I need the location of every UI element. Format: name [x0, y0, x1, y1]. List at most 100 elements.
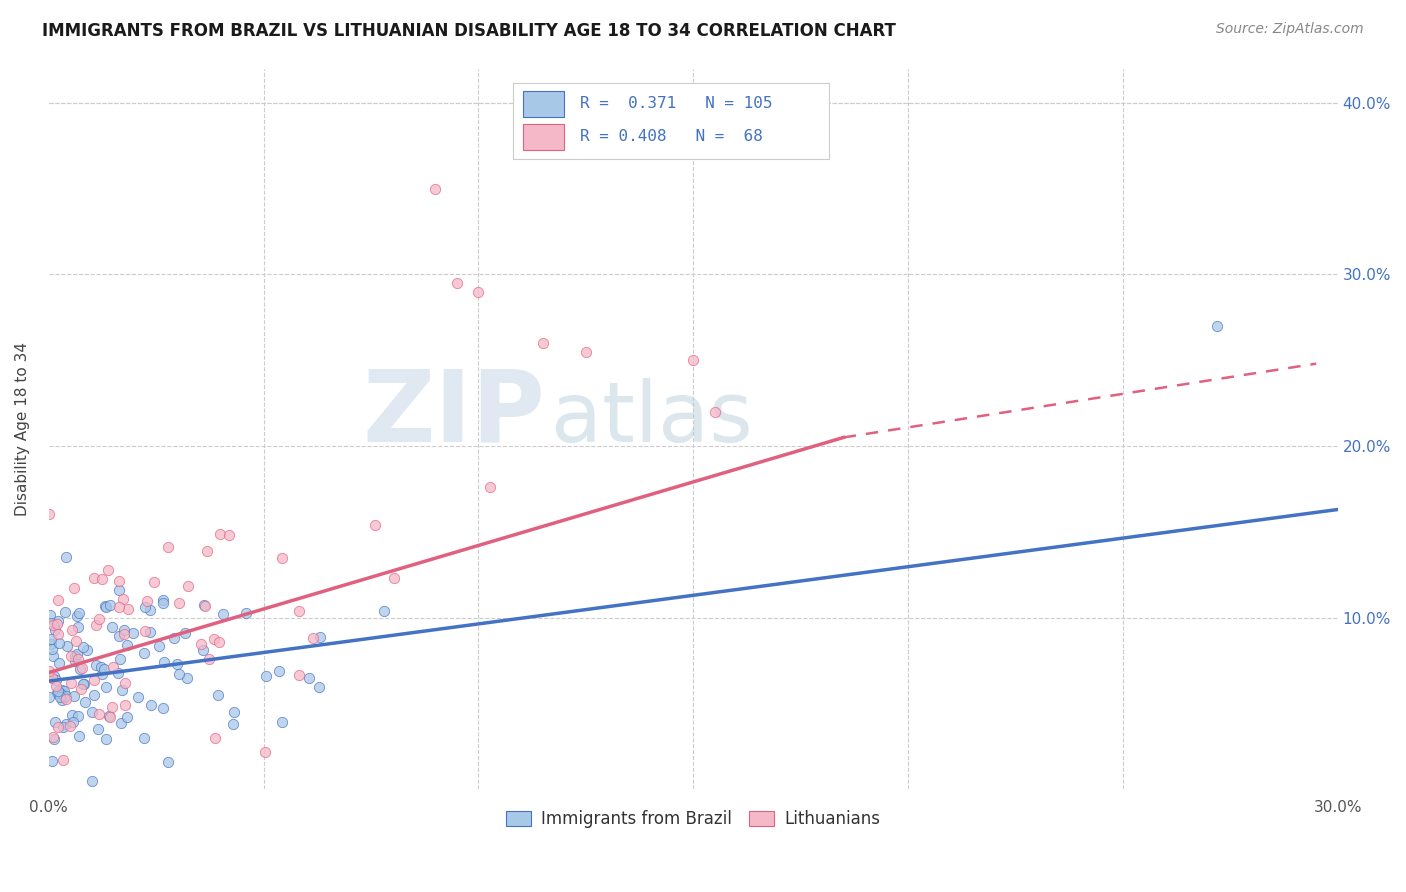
Point	[111, 683, 134, 698]
Point	[86, 617, 108, 632]
Point	[132, 731, 155, 745]
Point	[191, 642, 214, 657]
Point	[98, 708, 121, 723]
Text: R = 0.408   N =  68: R = 0.408 N = 68	[579, 129, 762, 145]
Point	[70, 661, 93, 675]
Point	[148, 639, 170, 653]
Point	[48, 626, 70, 640]
Point	[55, 691, 77, 706]
Bar	[523, 91, 564, 117]
Point	[51, 693, 73, 707]
Point	[152, 593, 174, 607]
Point	[139, 698, 162, 713]
Point	[382, 571, 405, 585]
Point	[73, 695, 96, 709]
Point	[39, 607, 62, 622]
Point	[202, 632, 225, 647]
Point	[62, 714, 84, 729]
FancyBboxPatch shape	[513, 83, 828, 159]
Point	[66, 652, 89, 666]
Point	[90, 660, 112, 674]
Point	[66, 620, 89, 634]
Point	[193, 598, 215, 612]
Point	[134, 600, 156, 615]
Point	[143, 574, 166, 589]
Point	[287, 668, 309, 682]
Point	[44, 623, 66, 637]
Point	[84, 657, 107, 672]
Point	[195, 543, 218, 558]
Point	[111, 592, 134, 607]
Point	[167, 596, 190, 610]
Point	[90, 667, 112, 681]
Point	[235, 606, 257, 620]
Point	[682, 353, 704, 368]
Point	[114, 698, 136, 712]
Point	[41, 642, 63, 657]
Text: IMMIGRANTS FROM BRAZIL VS LITHUANIAN DISABILITY AGE 18 TO 34 CORRELATION CHART: IMMIGRANTS FROM BRAZIL VS LITHUANIAN DIS…	[42, 22, 896, 40]
Point	[53, 605, 76, 619]
Point	[82, 773, 104, 788]
Point	[67, 729, 90, 743]
Point	[87, 722, 110, 736]
Point	[83, 673, 105, 687]
Point	[1206, 318, 1229, 333]
Point	[45, 679, 67, 693]
Point	[63, 582, 86, 596]
Point	[46, 720, 69, 734]
Text: Source: ZipAtlas.com: Source: ZipAtlas.com	[1216, 22, 1364, 37]
Point	[42, 618, 65, 632]
Point	[46, 592, 69, 607]
Point	[101, 700, 124, 714]
Point	[60, 708, 83, 723]
Point	[55, 717, 77, 731]
Point	[212, 607, 235, 621]
Point	[49, 686, 72, 700]
Point	[176, 671, 198, 685]
Point	[467, 285, 489, 299]
Point	[41, 637, 63, 651]
Point	[207, 688, 229, 702]
Point	[703, 405, 725, 419]
Point	[93, 662, 115, 676]
Point	[101, 660, 124, 674]
Point	[153, 655, 176, 669]
Legend: Immigrants from Brazil, Lithuanians: Immigrants from Brazil, Lithuanians	[499, 804, 887, 835]
Point	[169, 666, 191, 681]
Point	[98, 599, 121, 613]
Point	[198, 651, 221, 665]
Point	[91, 573, 114, 587]
Point	[152, 597, 174, 611]
Point	[93, 599, 115, 614]
Point	[209, 527, 232, 541]
Point	[121, 625, 143, 640]
Point	[38, 690, 60, 704]
Y-axis label: Disability Age 18 to 34: Disability Age 18 to 34	[15, 342, 30, 516]
Point	[39, 632, 62, 646]
Point	[98, 709, 121, 723]
Point	[114, 676, 136, 690]
Point	[70, 682, 93, 697]
Point	[60, 648, 83, 663]
Point	[83, 571, 105, 585]
Point	[176, 579, 198, 593]
Point	[65, 648, 87, 663]
Point	[101, 620, 124, 634]
Point	[42, 668, 65, 682]
Point	[108, 652, 131, 666]
Point	[132, 646, 155, 660]
Point	[222, 717, 245, 731]
Point	[108, 582, 131, 597]
Point	[63, 690, 86, 704]
Point	[139, 625, 162, 640]
Point	[87, 706, 110, 721]
Point	[94, 600, 117, 615]
Point	[115, 709, 138, 723]
Point	[44, 714, 66, 729]
Point	[190, 637, 212, 651]
Point	[112, 627, 135, 641]
Point	[62, 624, 84, 638]
Point	[134, 624, 156, 639]
Point	[308, 681, 330, 695]
Point	[271, 551, 294, 566]
